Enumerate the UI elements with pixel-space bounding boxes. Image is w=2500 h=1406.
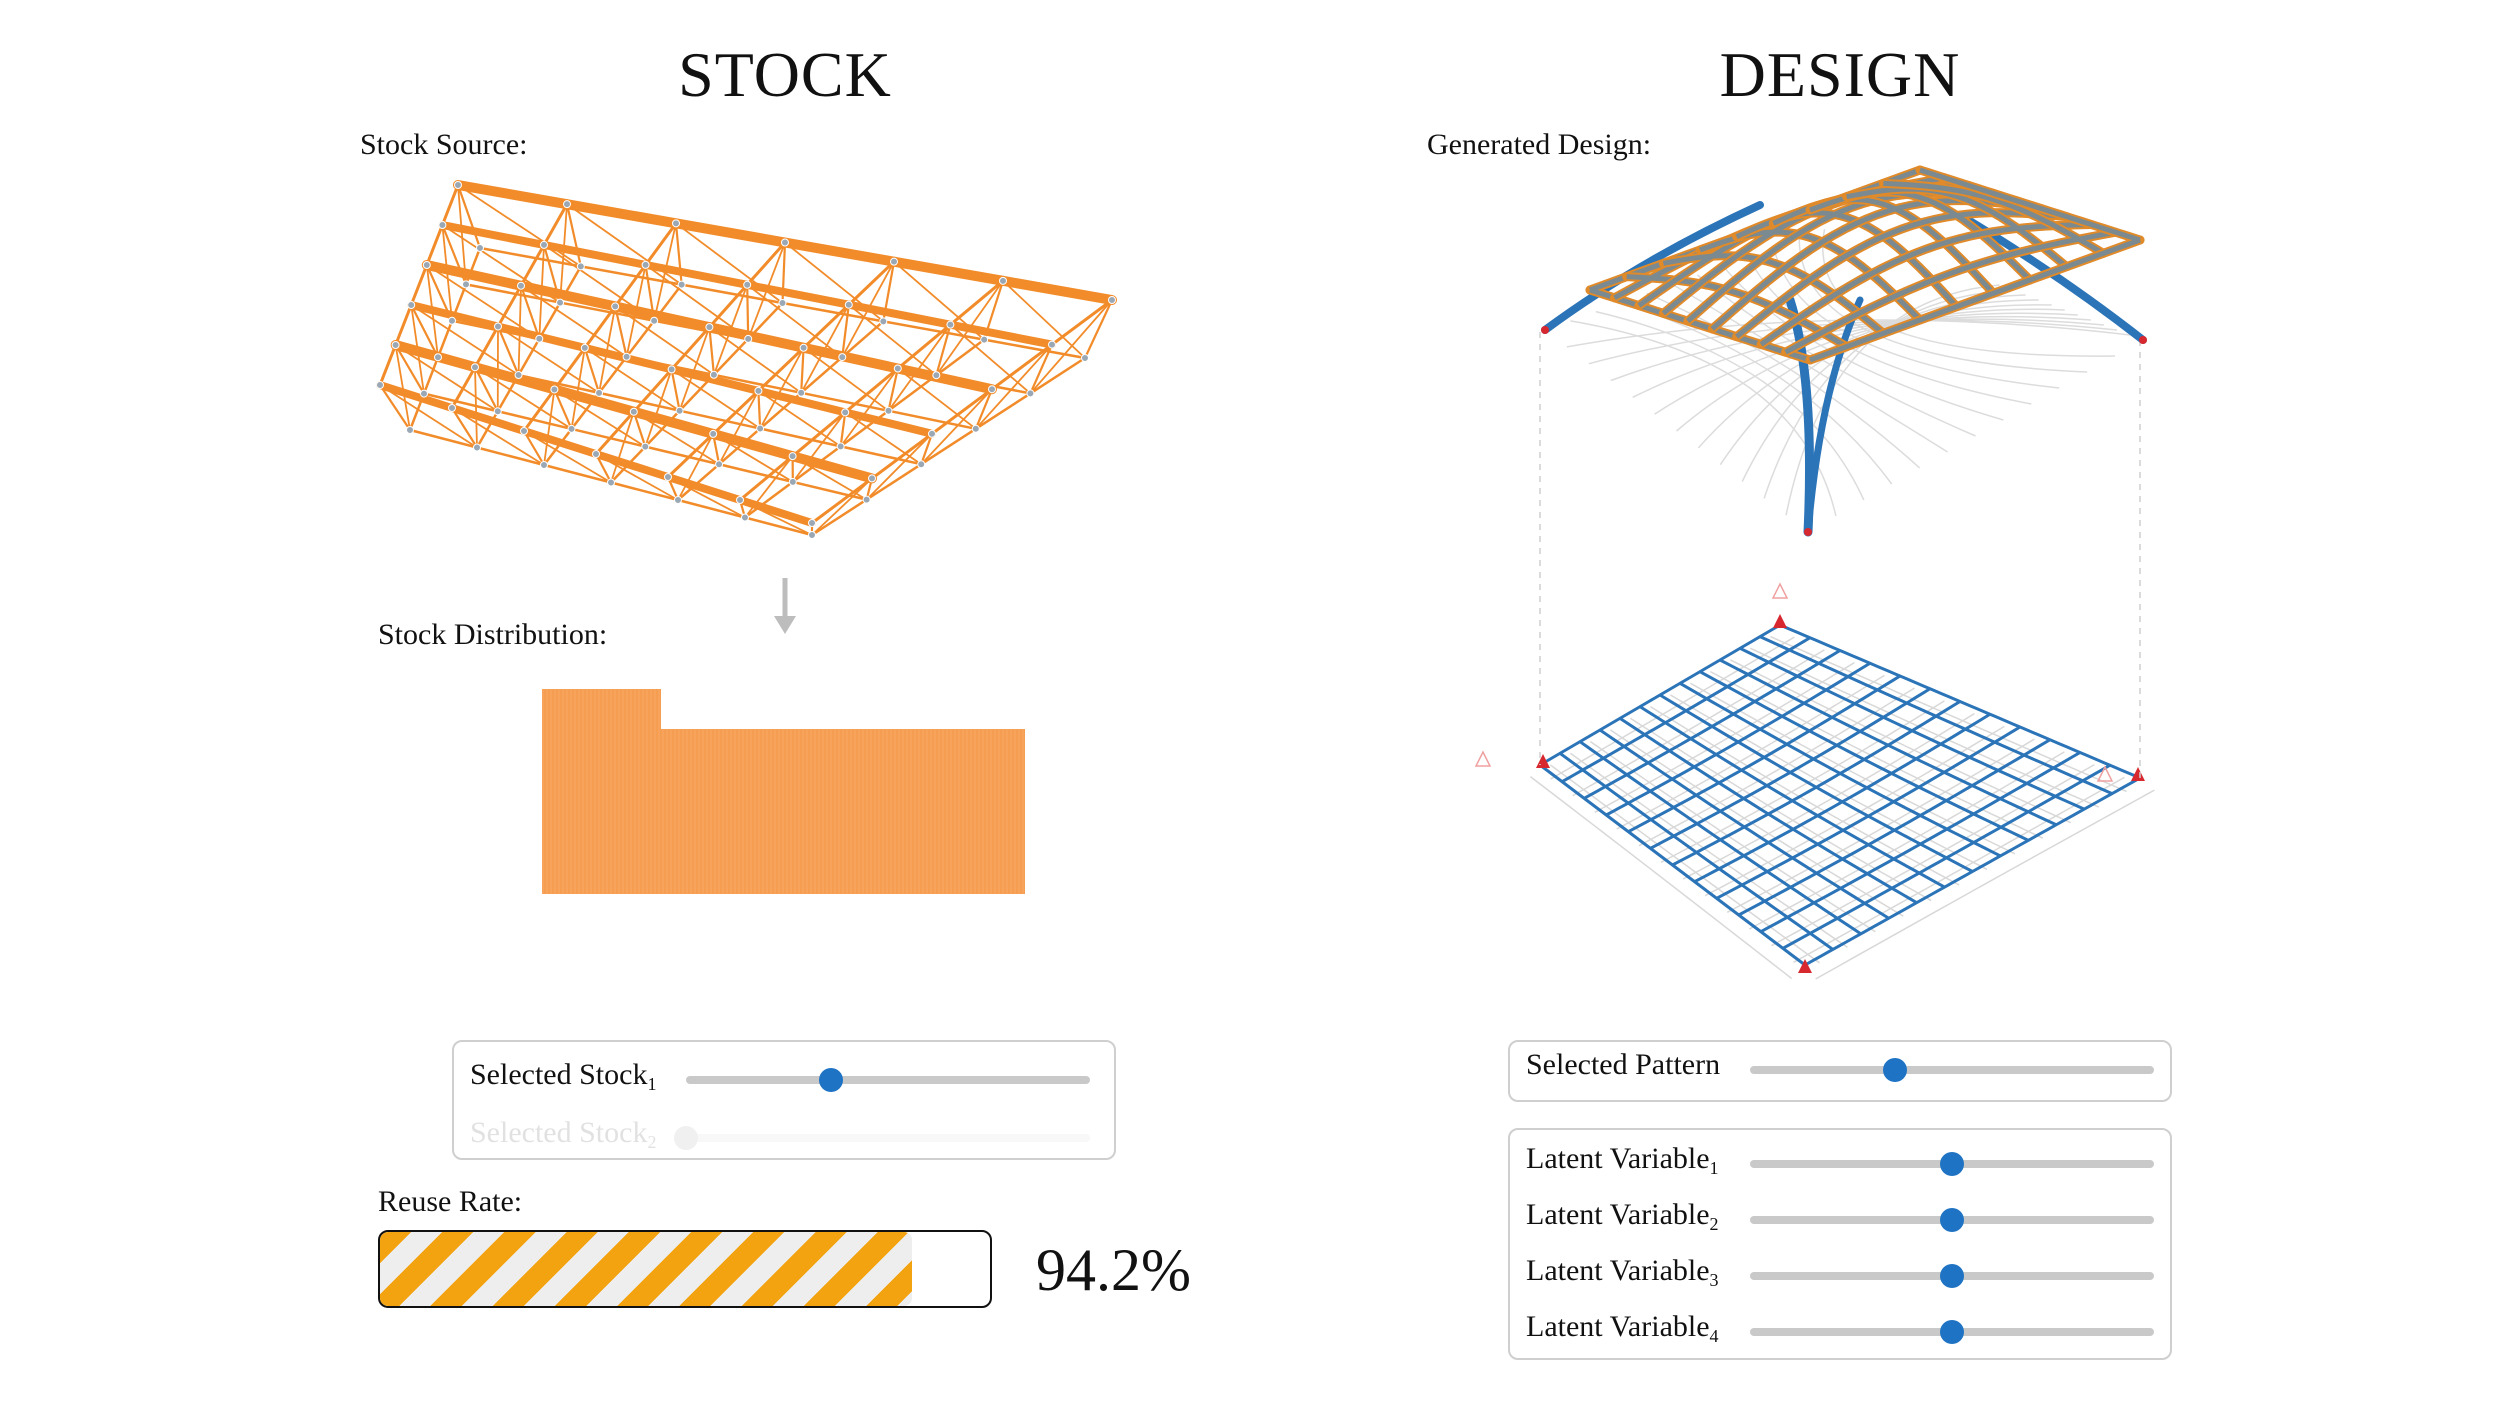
latent-variable-1-label: Latent Variable1 [1526,1142,1719,1178]
latent-variable-2-row[interactable]: Latent Variable2 [1510,1192,2170,1248]
latent-variable-4-slider[interactable] [1750,1320,2154,1344]
stock-heading: STOCK [678,39,892,110]
reuse-rate-fill [380,1232,912,1306]
selected-pattern-slider[interactable] [1750,1058,2154,1082]
latent-variable-4-row[interactable]: Latent Variable4 [1510,1304,2170,1360]
selected-pattern-label: Selected Pattern [1526,1048,1721,1081]
stock-source-label: Stock Source: [360,128,528,161]
down-arrow-icon [774,578,796,634]
distribution-block-tall [542,689,661,894]
latent-variable-3-knob[interactable] [1940,1264,1964,1288]
latent-variables-panel: Latent Variable1 Latent Variable2 Latent… [1508,1128,2172,1360]
latent-variable-1-knob[interactable] [1940,1152,1964,1176]
stock-distribution-chart [542,689,1025,894]
stock-selector-panel: Selected Stock1 Selected Stock2 [452,1040,1116,1160]
selected-stock-2-row: Selected Stock2 [454,1110,1114,1166]
latent-variable-2-label: Latent Variable2 [1526,1198,1719,1234]
reuse-rate-value: 94.2% [1036,1237,1191,1303]
selected-stock-1-slider[interactable] [686,1068,1090,1092]
selected-stock-1-label: Selected Stock1 [470,1058,657,1094]
distribution-block-wide [661,729,1025,894]
reuse-rate-label: Reuse Rate: [378,1185,523,1218]
stock-distribution-label: Stock Distribution: [378,618,608,651]
selected-stock-1-row[interactable]: Selected Stock1 [454,1052,1114,1108]
reuse-rate-bar [378,1230,992,1308]
selected-stock-2-knob [674,1126,698,1150]
pattern-selector-panel: Selected Pattern [1508,1040,2172,1102]
latent-variable-2-knob[interactable] [1940,1208,1964,1232]
latent-variable-1-row[interactable]: Latent Variable1 [1510,1136,2170,1192]
selected-stock-2-label: Selected Stock2 [470,1116,657,1152]
latent-variable-3-label: Latent Variable3 [1526,1254,1719,1290]
selected-stock-2-slider [674,1126,1090,1150]
latent-variable-1-slider[interactable] [1750,1152,2154,1176]
latent-variable-4-knob[interactable] [1940,1320,1964,1344]
latent-variable-3-row[interactable]: Latent Variable3 [1510,1248,2170,1304]
latent-variable-3-slider[interactable] [1750,1264,2154,1288]
selected-pattern-row[interactable]: Selected Pattern [1510,1042,2170,1098]
generated-design-label: Generated Design: [1427,128,1652,161]
latent-variable-2-slider[interactable] [1750,1208,2154,1232]
selected-stock-1-knob[interactable] [819,1068,844,1092]
latent-variable-4-label: Latent Variable4 [1526,1310,1719,1346]
design-heading: DESIGN [1719,39,1961,110]
selected-pattern-knob[interactable] [1883,1058,1908,1082]
